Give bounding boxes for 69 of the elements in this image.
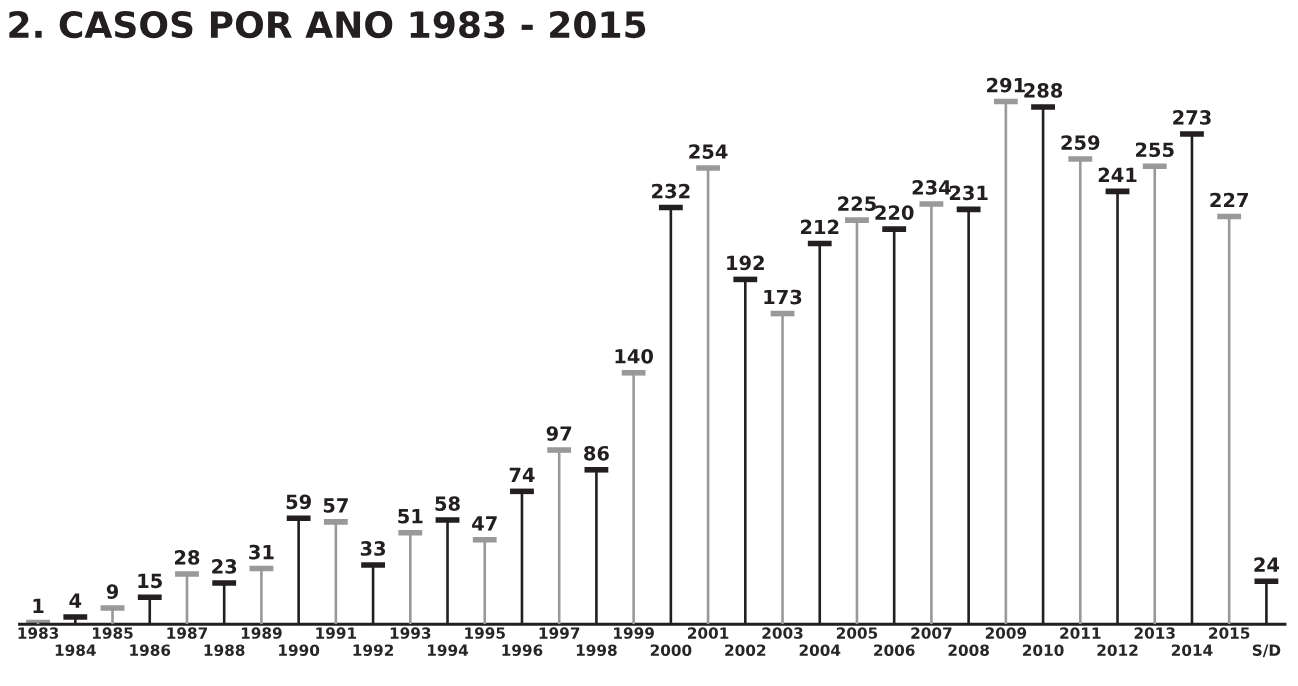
data-label: 254: [689, 144, 728, 159]
data-label: 58: [435, 496, 460, 511]
chart-title: 2. CASOS POR ANO 1983 - 2015: [9, 10, 646, 39]
data-label: 212: [800, 219, 839, 235]
x-tick-label: 2005: [836, 627, 878, 639]
x-tick-label: 2004: [799, 644, 841, 656]
x-tick-label: 2010: [1023, 644, 1064, 656]
data-label: 31: [249, 544, 274, 560]
x-tick-label: 1995: [465, 627, 505, 639]
data-label: 231: [949, 185, 988, 201]
x-tick-label: 1983: [18, 627, 59, 639]
data-label: 15: [138, 573, 162, 589]
data-label: 47: [472, 516, 497, 531]
data-label: 273: [1173, 110, 1211, 125]
x-tick-label: 2011: [1060, 627, 1101, 639]
x-tick-label: 2000: [650, 644, 692, 656]
data-label: 51: [398, 509, 423, 524]
x-tick-label: 1985: [92, 627, 133, 639]
data-label: 86: [584, 445, 609, 461]
x-tick-label: 1999: [614, 627, 654, 639]
data-label: 241: [1098, 167, 1137, 182]
x-tick-label: 1998: [576, 644, 617, 656]
data-label: 33: [360, 541, 386, 556]
data-label: 225: [838, 196, 876, 211]
x-tick-label: 1994: [427, 644, 469, 656]
x-tick-label: 1984: [55, 644, 96, 656]
x-tick-label: 2006: [874, 644, 915, 656]
x-tick-label: 1986: [130, 644, 171, 656]
data-label: 1: [33, 598, 44, 614]
x-tick-label: 2002: [725, 644, 766, 656]
x-tick-label: 1988: [204, 644, 245, 656]
x-tick-label: 2009: [985, 627, 1027, 639]
data-label: 232: [652, 183, 690, 199]
x-tick-label: 2001: [688, 627, 729, 639]
data-label: 220: [875, 205, 914, 220]
x-tick-label: 1997: [539, 627, 580, 639]
data-label: 227: [1210, 192, 1248, 208]
data-label: 24: [1254, 557, 1280, 572]
x-tick-label: 2008: [948, 644, 989, 656]
data-label: 259: [1061, 135, 1100, 150]
data-label: 57: [323, 498, 348, 513]
data-label: 28: [174, 550, 200, 565]
data-label: 255: [1135, 142, 1174, 158]
x-tick-label: 1987: [167, 627, 208, 639]
x-tick-label: 1993: [390, 627, 431, 639]
data-label: 23: [212, 559, 237, 574]
x-tick-label: 1991: [316, 627, 357, 639]
x-tick-label: 2012: [1097, 644, 1138, 656]
data-label: 192: [727, 255, 764, 271]
data-label: 9: [106, 584, 119, 599]
x-tick-label: 2003: [762, 627, 803, 639]
data-label: 291: [987, 77, 1025, 93]
data-label: 234: [912, 180, 951, 195]
data-label: 74: [509, 467, 535, 482]
data-label: 288: [1024, 83, 1063, 98]
x-tick-label: 1989: [241, 627, 282, 639]
x-tick-label: 2013: [1134, 627, 1175, 639]
data-label: 59: [286, 494, 311, 510]
x-tick-label: S/D: [1252, 644, 1281, 658]
data-label: 173: [764, 289, 802, 305]
x-tick-label: 2007: [911, 627, 952, 639]
data-label: 97: [546, 426, 572, 441]
x-tick-label: 1996: [502, 644, 543, 656]
data-label: 4: [69, 593, 82, 608]
x-tick-label: 1992: [353, 644, 394, 656]
x-tick-label: 2015: [1209, 627, 1250, 639]
x-tick-label: 2014: [1171, 644, 1213, 656]
data-label: 140: [615, 348, 653, 364]
x-tick-label: 1990: [279, 644, 320, 656]
